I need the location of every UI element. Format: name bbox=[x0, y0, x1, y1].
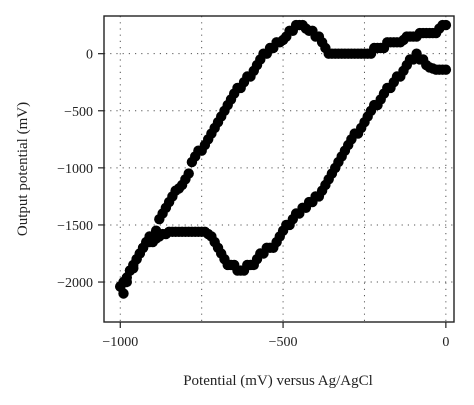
y-tick-label: −500 bbox=[64, 105, 93, 120]
data-point bbox=[183, 168, 194, 179]
data-point bbox=[440, 64, 452, 75]
x-tick-label: −500 bbox=[269, 335, 298, 350]
y-tick-label: 0 bbox=[86, 48, 93, 63]
data-point bbox=[440, 19, 452, 31]
y-tick-label: −2000 bbox=[57, 276, 93, 291]
y-tick-label: −1000 bbox=[57, 162, 93, 177]
x-axis-label: Potential (mV) versus Ag/AgCl bbox=[183, 373, 373, 389]
data-points bbox=[115, 19, 452, 299]
y-tick-label: −1500 bbox=[57, 219, 93, 234]
tick-layer: −1000 −500 0 −2000 −1500 −1000 −500 0 bbox=[57, 48, 449, 350]
x-tick-label: −1000 bbox=[102, 335, 138, 350]
plot-frame bbox=[103, 15, 455, 323]
grid-layer bbox=[104, 16, 454, 322]
x-tick-label: 0 bbox=[442, 335, 449, 350]
y-axis-label: Output potential (mV) bbox=[15, 102, 31, 236]
